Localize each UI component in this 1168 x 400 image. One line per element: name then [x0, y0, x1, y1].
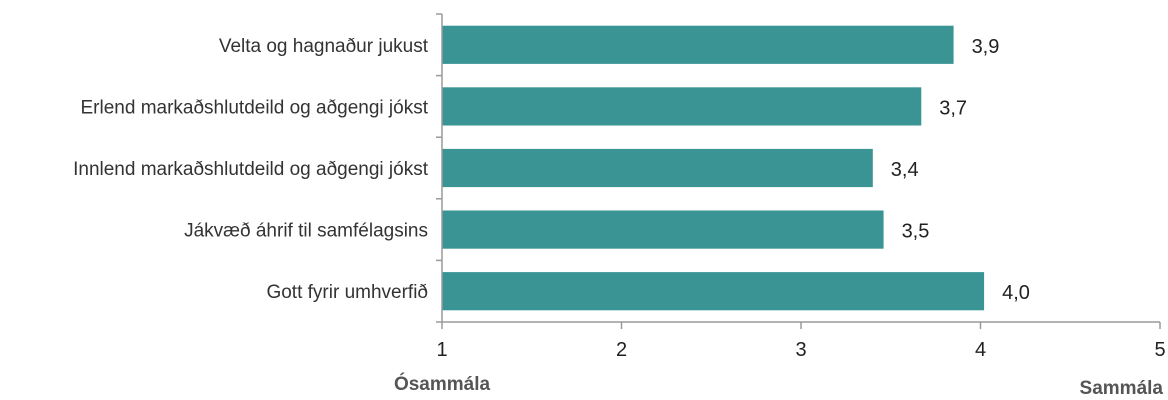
category-label: Erlend markaðshlutdeild og aðgengi jókst [81, 97, 429, 118]
data-label: 3,5 [902, 221, 930, 243]
x-tick-label: 2 [616, 339, 627, 361]
x-tick-label: 5 [1154, 339, 1165, 361]
bar [442, 148, 873, 188]
data-label: 3,9 [972, 36, 1000, 58]
x-tick-label: 4 [975, 339, 986, 361]
category-label: Velta og hagnaður jukust [219, 36, 429, 57]
category-labels: Velta og hagnaður jukust Erlend markaðshl… [73, 36, 429, 303]
bar [442, 210, 884, 249]
category-label: Innlend markaðshlutdeild og aðgengi jóks… [73, 159, 429, 180]
data-label: 3,4 [891, 159, 919, 181]
data-label: 4,0 [1002, 282, 1030, 304]
x-axis-right-label: Sammála [1080, 378, 1164, 399]
x-axis-left-label: Ósammála [394, 373, 491, 395]
bar [442, 25, 954, 64]
data-label: 3,7 [939, 97, 967, 119]
x-tick-label: 3 [795, 339, 806, 361]
bar [442, 272, 985, 311]
bar [442, 87, 922, 126]
data-labels: 3,9 3,7 3,4 3,5 4,0 [891, 36, 1030, 304]
category-label: Jákvæð áhrif til samfélagsins [184, 221, 428, 242]
category-label: Gott fyrir umhverfið [266, 282, 428, 303]
x-tick-label: 1 [436, 339, 447, 361]
bars-group [442, 25, 985, 311]
x-axis-ticks: 1 2 3 4 5 [436, 13, 1166, 361]
